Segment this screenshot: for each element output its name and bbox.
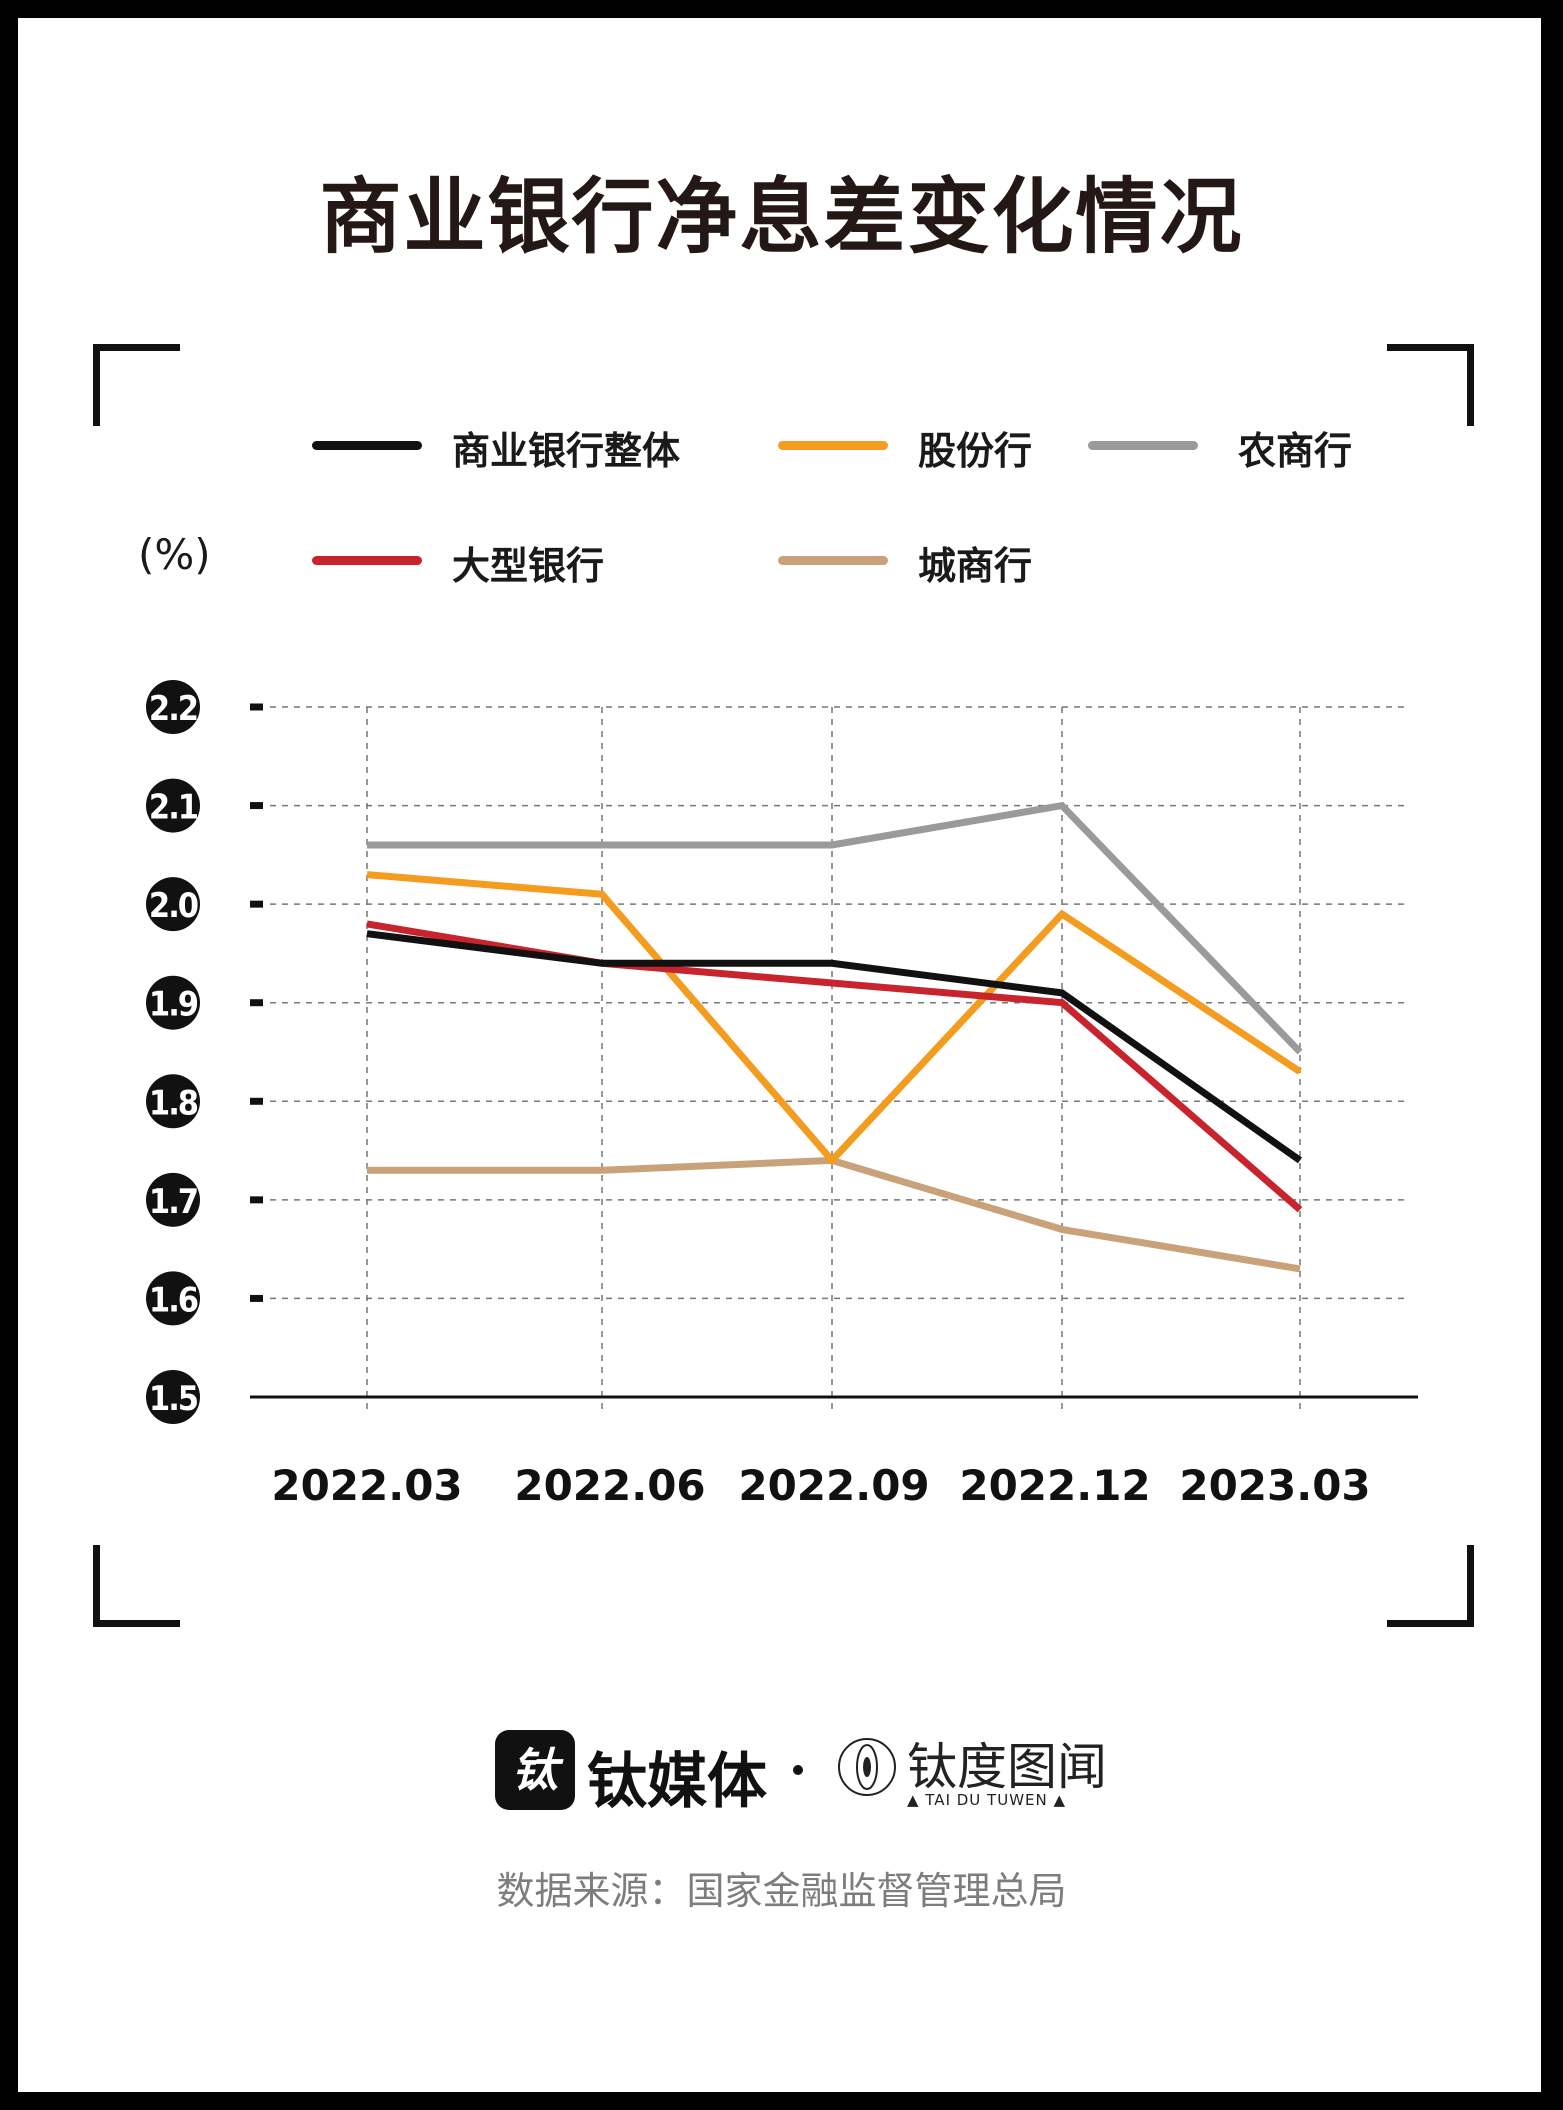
y-tick-mark [250,703,263,711]
legend-label: 股份行 [918,429,1033,473]
legend-swatch [312,556,422,565]
y-tick-mark [250,802,263,810]
y-tick-badge [146,1370,200,1424]
y-tick-label: 1.7 [149,1182,197,1222]
y-tick-label: 1.5 [149,1379,198,1419]
y-tick-badge [146,680,200,734]
y-tick-label: 2.1 [149,788,198,828]
y-tick-label: 1.6 [149,1280,198,1320]
y-tick-badge [146,778,200,833]
x-tick-label: 2022.09 [738,1461,929,1510]
footer-logos: 钛 钛媒体 钛度图闻 ▲ TAI DU TUWEN ▲ [495,1725,1107,1817]
y-tick-badge [146,975,200,1030]
y-tick-mark [250,999,263,1007]
series-line-4 [367,1156,1301,1273]
y-tick-badge [146,1271,200,1326]
y-tick-label: 1.8 [149,1083,198,1123]
x-tick-label: 2023.03 [1179,1461,1370,1510]
tdtw-logo-text: 钛度图闻 [907,1738,1107,1796]
y-tick-badge [146,1172,200,1227]
tmt-logo-text: 钛媒体 [587,1747,767,1817]
legend-swatch [312,441,422,450]
corner-top-left [93,344,180,426]
y-axis-unit: (%) [138,530,211,579]
y-tick-badge [146,1074,200,1129]
poster-frame [18,18,1541,2092]
legend-swatch [778,556,888,565]
chart-title: 商业银行净息差变化情况 [319,170,1244,265]
legend-label: 城商行 [918,544,1033,588]
corner-top-right [1387,344,1474,426]
legend-swatch [1088,441,1198,450]
y-tick-label: 1.9 [149,985,198,1025]
tmt-logo-icon: 钛 [495,1730,575,1810]
tdtw-logo-subtitle: ▲ TAI DU TUWEN ▲ [907,1791,1067,1809]
x-tick-label: 2022.03 [271,1461,462,1510]
corner-bottom-right [1387,1545,1474,1627]
y-tick-mark [250,1196,263,1204]
x-tick-label: 2022.12 [959,1461,1150,1510]
y-tick-mark [250,900,263,908]
series-line-2 [367,801,1303,1055]
corner-bottom-left [93,1545,180,1627]
series-line-1 [366,871,1302,1166]
y-tick-label: 2.0 [149,886,198,926]
legend-label: 农商行 [1238,429,1353,473]
y-tick-mark [250,1097,263,1105]
legend-label: 大型银行 [452,544,605,588]
y-tick-badge [146,877,200,932]
y-tick-label: 2.2 [149,689,197,729]
separator-dot [793,1765,803,1775]
y-tick-mark [250,1294,263,1302]
legend-swatch [778,441,888,450]
tdtw-eye-icon [838,1738,896,1796]
series-line-0 [366,930,1303,1164]
data-source-note: 数据来源：国家金融监督管理总局 [496,1869,1067,1913]
x-tick-label: 2022.06 [514,1461,705,1510]
legend-label: 商业银行整体 [452,429,681,473]
